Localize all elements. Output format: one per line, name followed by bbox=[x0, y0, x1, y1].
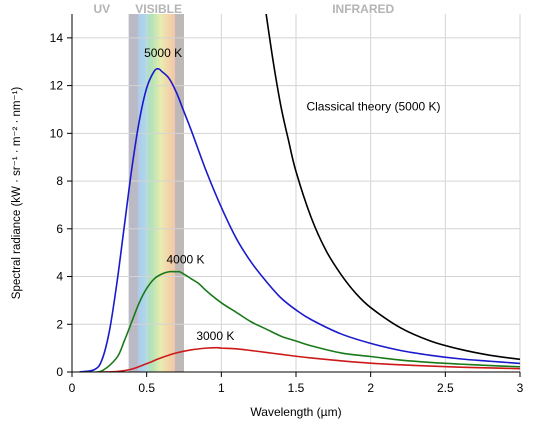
y-tick-label: 10 bbox=[50, 126, 64, 140]
series-lines bbox=[79, 14, 520, 372]
series-line-classical-theory-5000-k bbox=[265, 14, 520, 361]
curve-annotation: Classical theory (5000 K) bbox=[306, 100, 440, 114]
curve-annotations: 5000 K 4000 K 3000 K Classical theory (5000… bbox=[144, 46, 440, 343]
y-axis-label: Spectral radiance (kW · sr⁻¹ · m⁻² · nm⁻… bbox=[11, 87, 23, 300]
region-label-visible: VISIBLE bbox=[135, 2, 182, 16]
x-tick-label: 2.5 bbox=[437, 381, 454, 395]
series-line-5000-k bbox=[79, 68, 520, 372]
y-tick-label: 14 bbox=[50, 31, 64, 45]
y-tick-label: 4 bbox=[56, 270, 63, 284]
curve-annotation: 5000 K bbox=[144, 46, 182, 60]
y-tick-label: 6 bbox=[56, 222, 63, 236]
series-line-4000-k bbox=[86, 270, 520, 372]
region-label-uv: UV bbox=[94, 2, 111, 16]
x-tick-label: 2 bbox=[367, 381, 374, 395]
x-tick-label: 0 bbox=[69, 381, 76, 395]
x-axis-label: Wavelength (µm) bbox=[250, 405, 341, 419]
y-tick-label: 12 bbox=[50, 79, 64, 93]
visible-spectrum-fill bbox=[128, 14, 184, 372]
region-labels: UV VISIBLE INFRARED bbox=[94, 2, 395, 16]
curve-annotation: 3000 K bbox=[196, 329, 234, 343]
y-tick-label: 8 bbox=[56, 174, 63, 188]
x-tick-label: 3 bbox=[517, 381, 524, 395]
visible-spectrum-band bbox=[128, 14, 184, 372]
y-tick-label: 2 bbox=[56, 317, 63, 331]
curve-annotation: 4000 K bbox=[166, 252, 204, 266]
y-tick-label: 0 bbox=[56, 365, 63, 379]
x-tick-label: 1.5 bbox=[288, 381, 305, 395]
x-tick-label: 0.5 bbox=[138, 381, 155, 395]
series-line-3000-k bbox=[101, 346, 520, 372]
visible-band-right-edge bbox=[175, 14, 184, 372]
visible-band-left-edge bbox=[128, 14, 138, 372]
region-label-infrared: INFRARED bbox=[332, 2, 394, 16]
x-axis-ticks: 0 0.5 1 1.5 2 2.5 3 bbox=[69, 372, 524, 395]
y-axis-ticks: 0 2 4 6 8 10 12 14 bbox=[50, 31, 72, 379]
x-tick-label: 1 bbox=[218, 381, 225, 395]
